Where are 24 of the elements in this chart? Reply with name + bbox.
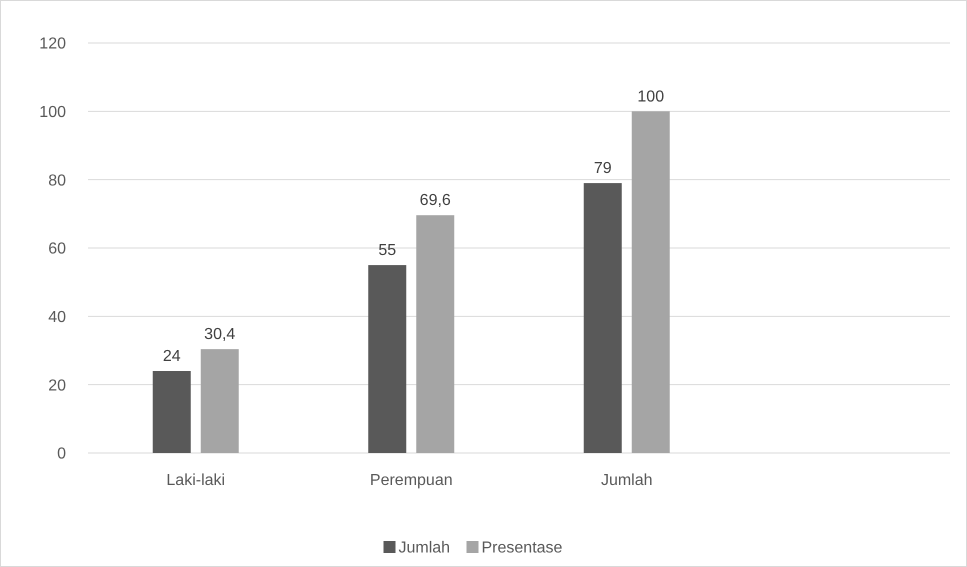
bar [152, 371, 191, 453]
y-tick-label: 0 [57, 446, 66, 463]
data-label: 30,4 [204, 326, 236, 344]
bar [584, 183, 622, 453]
y-tick-label: 40 [48, 308, 66, 326]
x-tick-label: Perempuan [370, 472, 453, 489]
data-label: 55 [378, 242, 396, 260]
legend-label: Presentase [482, 540, 563, 557]
y-tick-label: 60 [48, 240, 66, 258]
y-tick-label: 120 [39, 36, 66, 53]
bar [632, 111, 670, 453]
data-label: 100 [637, 88, 664, 106]
x-tick-label: Laki-laki [166, 472, 226, 489]
data-label: 79 [594, 160, 612, 178]
x-tick-label: Jumlah [600, 472, 653, 489]
y-tick-label: 80 [48, 172, 66, 190]
bar [416, 215, 454, 453]
bar [368, 265, 406, 453]
legend-label: Jumlah [398, 540, 450, 557]
y-tick-label: 100 [39, 104, 66, 121]
data-label: 24 [162, 348, 181, 365]
data-label: 69,6 [420, 192, 451, 210]
bar [200, 349, 239, 453]
y-tick-label: 20 [48, 377, 66, 394]
